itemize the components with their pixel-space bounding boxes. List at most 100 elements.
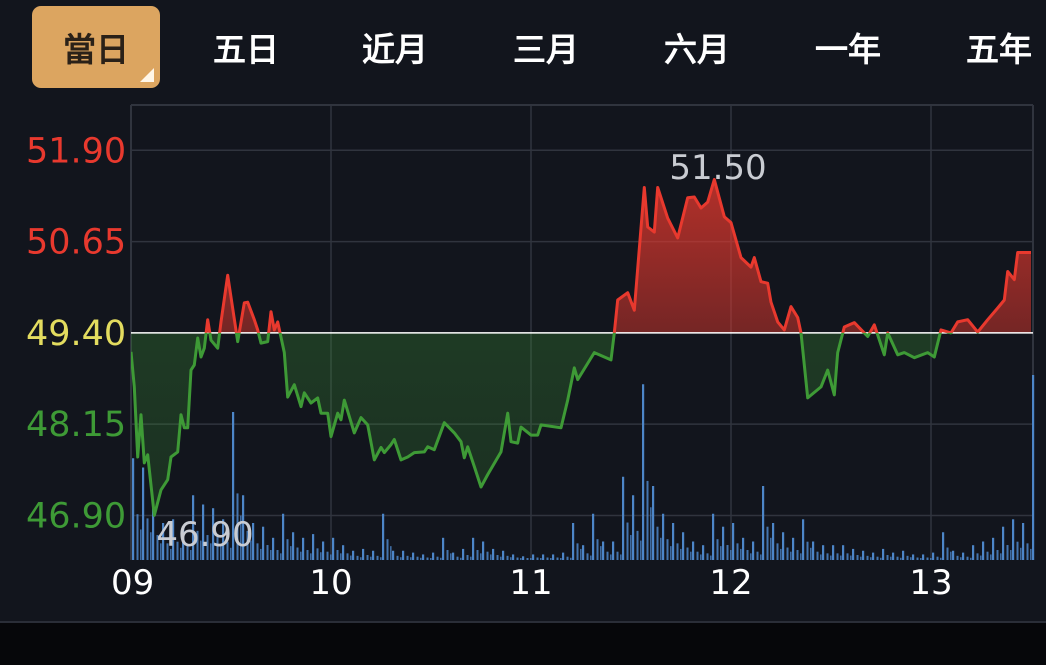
tab-0[interactable]: 當日: [32, 6, 160, 88]
volume-bar: [882, 548, 885, 560]
volume-bar: [322, 541, 325, 560]
volume-bar: [336, 550, 339, 560]
volume-bar: [412, 552, 415, 560]
volume-bar: [782, 532, 785, 560]
tab-label: 五年: [966, 30, 1032, 69]
volume-bar: [140, 529, 142, 560]
volume-bar: [506, 555, 509, 560]
volume-bar: [490, 554, 492, 560]
volume-bar: [1020, 547, 1022, 560]
price-line-up: [204, 178, 1031, 333]
volume-bar: [520, 558, 522, 560]
volume-bar: [402, 550, 405, 560]
tab-3[interactable]: 三月: [482, 6, 610, 88]
volume-bar: [822, 545, 825, 560]
tab-label: 五日: [213, 30, 279, 69]
volume-bar: [482, 541, 485, 560]
volume-bar: [760, 554, 762, 560]
volume-bar: [252, 523, 255, 560]
volume-bar: [690, 551, 692, 560]
volume-bar: [722, 526, 725, 560]
volume-bar: [570, 557, 572, 560]
y-tick-label: 46.90: [26, 496, 126, 536]
volume-bar: [342, 545, 345, 560]
volume-bar: [360, 557, 362, 560]
volume-bar: [492, 548, 495, 560]
volume-bar: [746, 550, 749, 560]
volume-bar: [1002, 526, 1005, 560]
volume-bar: [710, 555, 712, 560]
volume-bar: [800, 553, 802, 560]
volume-bar: [370, 556, 372, 560]
volume-bar: [686, 547, 689, 560]
volume-bar: [512, 554, 515, 560]
tab-4[interactable]: 六月: [633, 6, 761, 88]
volume-bar: [250, 540, 252, 560]
volume-bar: [216, 536, 219, 560]
volume-bar: [580, 548, 582, 560]
volume-bar: [960, 557, 962, 560]
volume-bar: [716, 539, 719, 560]
volume-bar: [876, 556, 879, 560]
volume-bar: [396, 555, 399, 560]
volume-bar: [900, 557, 902, 560]
volume-bar: [812, 541, 815, 560]
volume-bar: [356, 555, 359, 560]
price-line-down: [131, 332, 980, 517]
volume-bar: [702, 545, 705, 560]
volume-bar: [560, 558, 562, 560]
volume-bar: [786, 547, 789, 560]
tab-1[interactable]: 五日: [182, 6, 310, 88]
volume-bar: [810, 547, 812, 560]
volume-bar: [502, 550, 505, 560]
volume-bar: [416, 556, 419, 560]
high-price-label: 51.50: [669, 148, 766, 188]
volume-bar: [730, 550, 732, 560]
tab-2[interactable]: 近月: [331, 6, 459, 88]
volume-bar: [160, 543, 162, 560]
volume-bar: [600, 546, 602, 560]
volume-bar: [146, 518, 149, 560]
volume-bar: [172, 519, 175, 560]
volume-bar: [866, 555, 869, 560]
volume-bar: [572, 523, 575, 560]
volume-bar: [382, 513, 385, 560]
tab-6[interactable]: 五年: [935, 6, 1046, 88]
volume-bar: [540, 558, 542, 560]
volume-bar: [150, 532, 152, 560]
volume-bar: [772, 523, 775, 560]
volume-bar: [292, 532, 295, 560]
volume-bar: [246, 530, 249, 560]
volume-bar: [266, 545, 269, 560]
volume-bar: [202, 504, 205, 560]
volume-bar: [880, 557, 882, 560]
volume-bar: [186, 545, 189, 560]
volume-bar: [766, 526, 769, 560]
volume-bar: [796, 550, 799, 560]
volume-bar: [456, 556, 459, 560]
volume-bar: [616, 551, 619, 560]
y-tick-label: 51.90: [26, 131, 126, 171]
volume-bar: [466, 555, 469, 560]
volume-bar: [892, 552, 895, 560]
volume-bar: [496, 555, 499, 560]
volume-bar: [982, 541, 985, 560]
volume-bar: [422, 554, 425, 560]
y-tick-label: 48.15: [26, 405, 126, 445]
volume-bar: [340, 553, 342, 560]
volume-bar: [440, 557, 442, 560]
volume-bar: [272, 537, 275, 560]
volume-bar: [182, 526, 185, 560]
volume-bar: [180, 547, 182, 560]
volume-bar: [606, 551, 609, 560]
volume-bar: [276, 550, 279, 560]
tab-5[interactable]: 一年: [784, 6, 912, 88]
volume-bar: [582, 545, 585, 560]
volume-bar: [426, 557, 429, 560]
volume-bar: [886, 555, 889, 560]
volume-bar: [432, 552, 435, 560]
volume-bar: [142, 467, 145, 560]
volume-bar: [650, 507, 652, 560]
volume-bar: [260, 548, 262, 560]
volume-bar: [226, 541, 229, 560]
